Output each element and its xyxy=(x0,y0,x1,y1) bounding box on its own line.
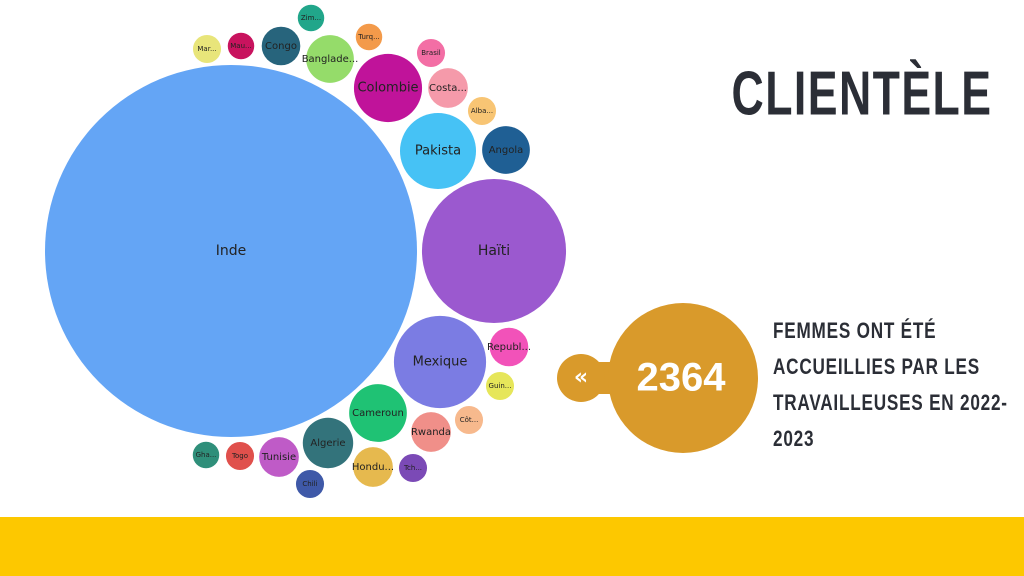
bubble xyxy=(353,447,393,487)
bubble xyxy=(398,453,428,483)
bubble-label: Republ... xyxy=(487,342,531,353)
bubble-chart: Inde Haïti Mexique Pakista Colombie Angola Cam… xyxy=(45,4,567,499)
bubble-label: Chili xyxy=(302,480,317,488)
bubble xyxy=(302,417,354,469)
description-line: FEMMES ONT ÉTÉ xyxy=(773,318,936,344)
stat-value: 2364 xyxy=(637,356,727,400)
title: CLIENTÈLE xyxy=(732,59,993,128)
bubble xyxy=(353,53,423,123)
bubble xyxy=(399,112,477,190)
bubble-label: Colombie xyxy=(357,81,418,96)
description-line: 2023 xyxy=(773,427,814,452)
stat-description: FEMMES ONT ÉTÉ ACCUEILLIES PAR LES TRAVAIL… xyxy=(773,318,1008,452)
bubble-label: Mar... xyxy=(197,45,216,53)
bubble xyxy=(349,384,407,442)
bubble xyxy=(45,65,417,437)
bubble xyxy=(421,178,567,324)
bubble-label: Turq... xyxy=(357,33,380,41)
bubble-label: Inde xyxy=(216,243,247,259)
bubble xyxy=(485,371,515,401)
bubble xyxy=(467,96,497,126)
bubble-label: Togo xyxy=(231,452,248,460)
bubble-label: Côt... xyxy=(460,416,479,424)
bubble xyxy=(393,315,487,409)
bubble xyxy=(227,32,255,60)
bubble xyxy=(192,34,222,64)
icon-circle xyxy=(557,354,605,402)
bubble-label: Mexique xyxy=(413,355,468,370)
bubble-label: Angola xyxy=(489,145,524,156)
bubble-label: Brasil xyxy=(421,49,441,57)
bubble xyxy=(295,469,325,499)
bubble-label: Mau... xyxy=(230,42,251,50)
bubble xyxy=(428,68,468,108)
bubble-label: Tch... xyxy=(403,464,422,472)
bubble xyxy=(482,126,530,174)
stat-circle xyxy=(608,303,758,453)
bubble-label: Tunisie xyxy=(261,452,296,463)
bubble xyxy=(489,327,529,367)
bubble xyxy=(416,38,446,68)
bubble xyxy=(259,437,299,477)
stat-badge: « 2364 xyxy=(557,303,758,453)
footer-bar xyxy=(0,517,1024,576)
icon: « xyxy=(574,365,588,390)
description-line: ACCUEILLIES PAR LES xyxy=(773,355,980,380)
bubble-label: Rwanda xyxy=(411,427,451,438)
bubble-label: Zim... xyxy=(301,14,321,22)
bubble-label: Banglade... xyxy=(302,54,359,65)
bubble-label: Haïti xyxy=(478,243,510,259)
bubble-label: Pakista xyxy=(415,144,461,159)
bubble xyxy=(355,23,383,51)
description-line: TRAVAILLEUSES EN 2022- xyxy=(773,391,1008,416)
bubble-label: Alba... xyxy=(471,107,493,115)
bubble xyxy=(306,35,354,83)
bubble-label: Guin... xyxy=(489,382,512,390)
bubble-label: Cameroun xyxy=(352,408,404,419)
bubble xyxy=(192,441,220,469)
bubble xyxy=(454,405,484,435)
bubble xyxy=(411,412,451,452)
bubble-label: Congo xyxy=(265,41,297,52)
bubble xyxy=(225,441,255,471)
bubble-label: Algerie xyxy=(310,438,345,449)
bubble-label: Gha... xyxy=(196,451,217,459)
bubble-label: Hondu... xyxy=(352,462,394,473)
bubble xyxy=(261,26,301,66)
bubble xyxy=(297,4,325,32)
bubble-label: Costa... xyxy=(429,83,467,94)
